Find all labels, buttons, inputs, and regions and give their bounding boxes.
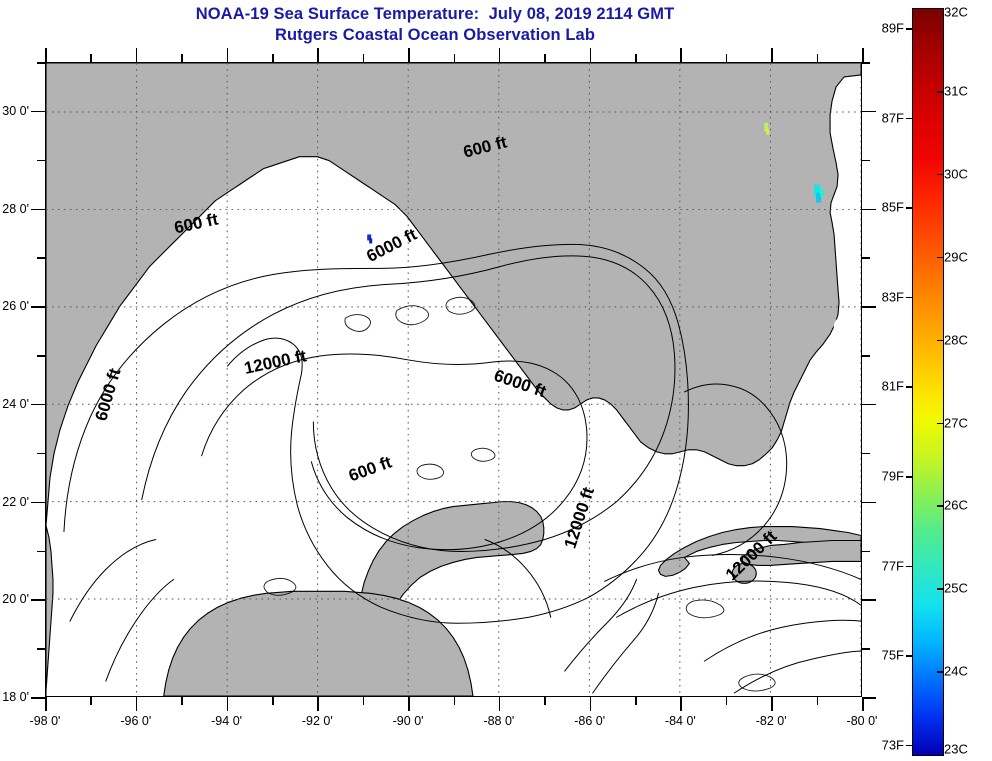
land-mexico-coast (46, 524, 54, 696)
colorbar-f-label: 77F (881, 558, 904, 574)
bathymetry-contours (63, 243, 861, 694)
colorbar-c-label: 26C (944, 497, 968, 513)
colorbar-gradient (912, 8, 944, 756)
chart-title-line1: NOAA-19 Sea Surface Temperature: July 08… (195, 5, 675, 23)
colorbar-c-label: 31C (944, 83, 968, 99)
colorbar-f-label: 85F (881, 199, 904, 215)
contour-bahamas-1 (703, 619, 861, 662)
contour-6000ft (141, 255, 676, 552)
colorbar-c-label: 25C (944, 580, 968, 596)
colorbar-f-label: 83F (881, 289, 904, 305)
map-canvas: 600 ft 600 ft 6000 ft 6000 ft 12000 ft 6… (46, 63, 861, 696)
colorbar-c-label: 32C (944, 4, 968, 20)
y-tick-label: 30 0' (2, 103, 29, 118)
x-tick-label: -82 0' (755, 714, 787, 728)
colorbar-c-label: 23C (944, 741, 968, 757)
colorbar-c-label: 29C (944, 249, 968, 265)
y-tick-label: 18 0' (2, 690, 29, 704)
y-tick-label: 20 0' (2, 592, 29, 607)
land-us-gulf-coast (46, 63, 861, 527)
contour-600ft (63, 243, 689, 624)
y-tick-label: 26 0' (2, 299, 29, 314)
colorbar-c-label: 27C (944, 415, 968, 431)
x-tick-label: -96 0' (120, 714, 152, 728)
lake-okeechobee (833, 313, 861, 339)
map-gridlines (46, 63, 861, 696)
chart-title-line2: Rutgers Coastal Ocean Observation Lab (274, 26, 596, 44)
sst-data-pixels (367, 122, 825, 244)
land-yucatan-body (163, 590, 474, 696)
temperature-colorbar[interactable] (912, 8, 944, 756)
x-tick-label: -90 0' (392, 714, 424, 728)
sst-map-plot[interactable]: 600 ft 600 ft 6000 ft 6000 ft 12000 ft 6… (45, 62, 862, 697)
contour-campeche-1 (564, 578, 638, 672)
colorbar-c-label: 30C (944, 166, 968, 182)
contour-12000ft (201, 353, 588, 551)
land-cuba (657, 525, 861, 577)
y-tick-label: 28 0' (2, 201, 29, 216)
x-tick-label: -92 0' (301, 714, 333, 728)
contour-campeche-2 (592, 592, 659, 694)
colorbar-f-label: 87F (881, 110, 904, 126)
colorbar-c-label: 24C (944, 663, 968, 679)
contour-straits-1 (604, 553, 861, 582)
colorbar-c-label: 28C (944, 332, 968, 348)
land-cuba-east (741, 539, 861, 566)
contour-yucatan-shelf (484, 538, 552, 618)
x-tick-label: -80 0' (846, 714, 878, 728)
colorbar-f-label: 75F (881, 647, 904, 663)
y-tick-label: 24 0' (2, 396, 29, 411)
x-tick-label: -88 0' (483, 714, 515, 728)
contour-straits-2 (616, 580, 861, 618)
contour-600ft-sw (227, 337, 303, 435)
x-tick-label: -86 0' (574, 714, 606, 728)
colorbar-f-label: 73F (881, 737, 904, 753)
contour-bahamas-2 (733, 650, 861, 694)
colorbar-f-label: 81F (881, 378, 904, 394)
x-tick-label: -98 0' (29, 714, 61, 728)
colorbar-f-label: 89F (881, 20, 904, 36)
colorbar-f-label: 79F (881, 468, 904, 484)
contour-florida-shelf (683, 383, 788, 556)
bathymetry-detail (263, 296, 776, 692)
land-masses (46, 63, 861, 696)
contour-mex-shelf (69, 538, 157, 622)
contour-mex-shelf2 (105, 578, 175, 682)
x-tick-label: -84 0' (664, 714, 696, 728)
chart-title-block: NOAA-19 Sea Surface Temperature: July 08… (0, 4, 870, 46)
x-tick-label: -94 0' (211, 714, 243, 728)
y-tick-label: 22 0' (2, 494, 29, 509)
